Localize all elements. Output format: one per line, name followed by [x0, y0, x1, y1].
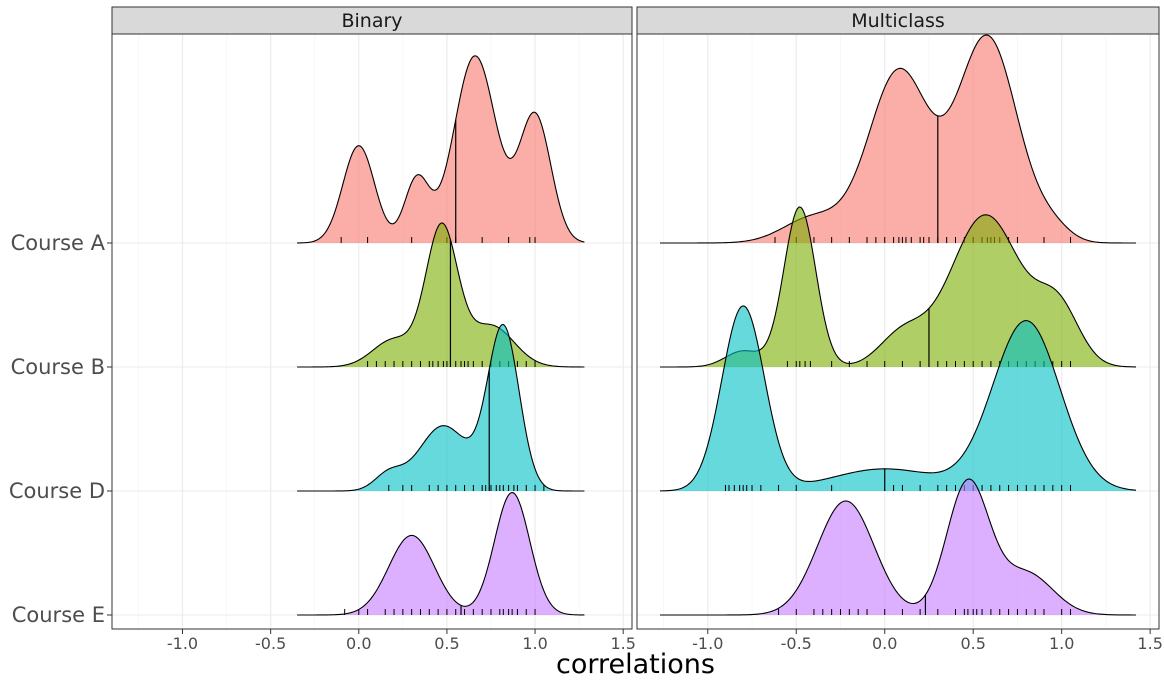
rug-ticks: [388, 485, 545, 491]
density-line: [297, 222, 585, 368]
x-tick-label: 0.0: [872, 634, 897, 653]
density-line: [660, 34, 1136, 244]
panel-border: [111, 33, 633, 630]
panel-multiclass: Multiclass -1.0 -0.5 0.0 0.5 1.0 1.5: [636, 6, 1163, 653]
panel-border: [636, 33, 1160, 630]
x-tick-label: -0.5: [781, 634, 812, 653]
density-line: [660, 478, 1136, 616]
density-area: [297, 223, 585, 367]
y-tick-label: Course B: [11, 355, 105, 379]
ridge-course-a: [297, 55, 585, 244]
x-tick-label: -1.0: [692, 634, 723, 653]
rug-ticks: [778, 609, 1072, 615]
x-tick-label: 0.0: [346, 634, 371, 653]
x-tick-label: 1.0: [522, 634, 547, 653]
density-line: [297, 55, 585, 244]
density-area: [297, 55, 585, 243]
ridge-course-b: [297, 222, 585, 368]
ridge-course-d: [297, 323, 585, 492]
y-tick-label: Course D: [9, 479, 105, 503]
facet-strip: [111, 6, 633, 35]
x-tick-label: -0.5: [255, 634, 286, 653]
facet-strip-label: Binary: [341, 10, 402, 32]
y-tick-label: Course A: [11, 231, 106, 255]
facet-strip-label: Multiclass: [851, 10, 945, 32]
x-tick-label: 1.0: [1049, 634, 1074, 653]
x-tick-label: 0.5: [960, 634, 985, 653]
x-axis-title: correlations: [556, 649, 715, 680]
ridge-course-e: [297, 492, 585, 616]
x-tick-label: 0.5: [434, 634, 459, 653]
density-area: [297, 492, 585, 615]
rug-ticks: [344, 609, 536, 615]
panel-background: [112, 34, 632, 629]
ridge-course-e: [660, 478, 1136, 616]
panel-binary: Binary -1.0 -0.5 0.0 0.5 1.0 1.5: [111, 6, 636, 653]
density-area: [297, 324, 585, 491]
facet-strip: [636, 6, 1160, 35]
density-line: [297, 323, 585, 492]
density-area: [660, 35, 1136, 243]
density-line: [659, 305, 1137, 492]
x-tick-label: 1.5: [1137, 634, 1162, 653]
x-tick-label: 1.5: [610, 634, 635, 653]
ridge-course-a: [660, 34, 1136, 244]
y-tick-label: Course E: [12, 603, 105, 627]
y-axis: Course A Course B Course D Course E: [9, 231, 112, 627]
density-area: [660, 479, 1136, 615]
x-tick-label: -1.0: [167, 634, 198, 653]
panels-layer: Binary -1.0 -0.5 0.0 0.5 1.0 1.5 Multiclass -1.0…: [111, 6, 1163, 653]
